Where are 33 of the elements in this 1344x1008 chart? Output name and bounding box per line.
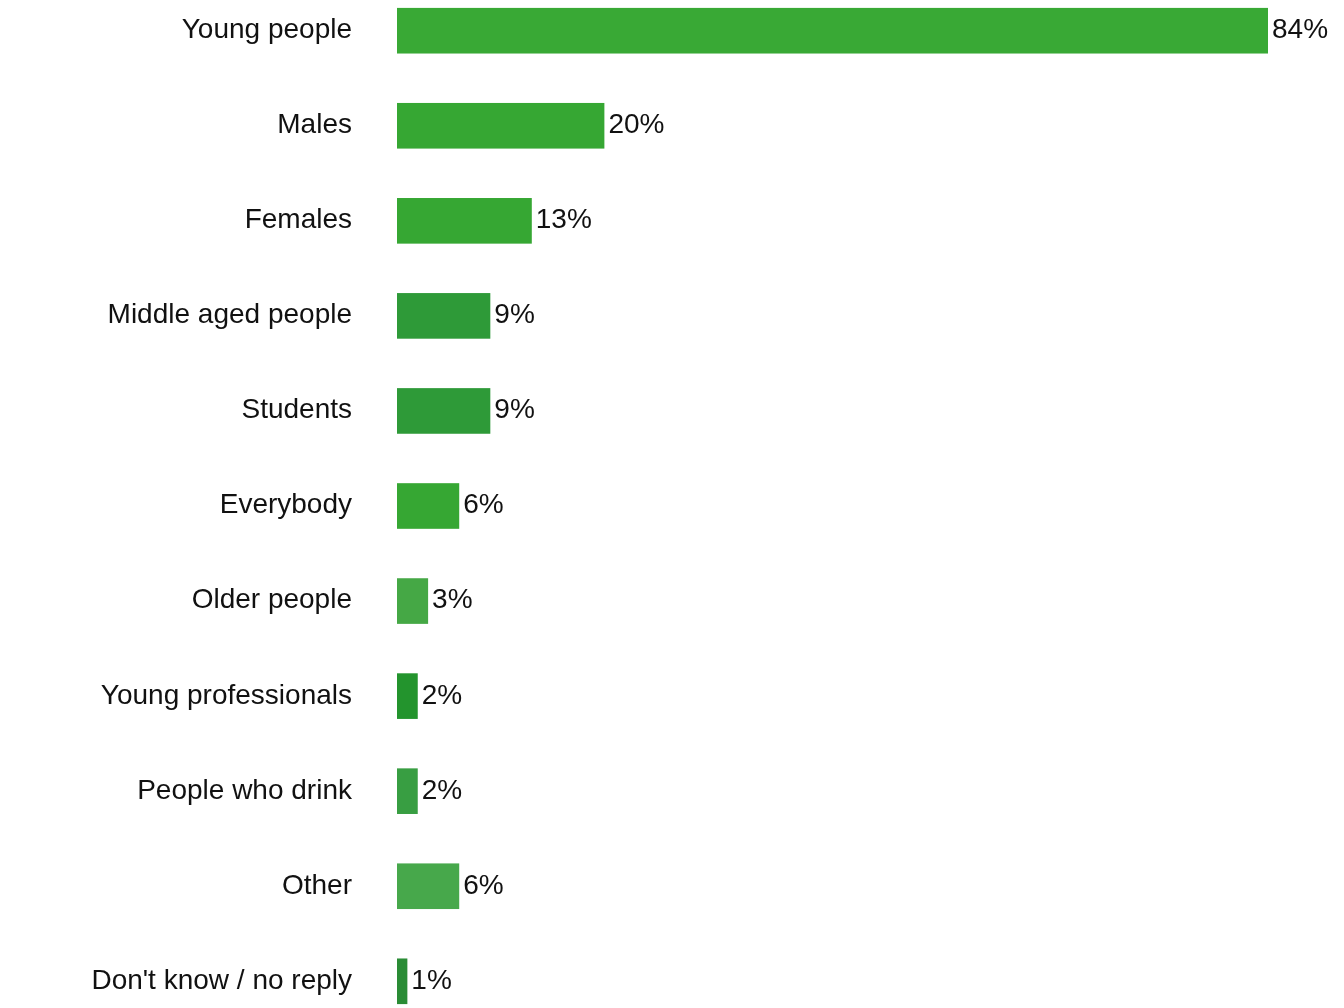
data-label: 9% xyxy=(494,298,535,330)
bar xyxy=(397,673,418,719)
bar xyxy=(397,7,1268,54)
y-tick-label: Young people xyxy=(181,13,352,45)
data-label: 3% xyxy=(432,583,473,615)
y-tick-label: Males xyxy=(277,108,352,140)
data-label: 9% xyxy=(494,393,535,425)
bar xyxy=(397,198,532,244)
bar xyxy=(397,768,418,814)
data-label: 2% xyxy=(421,678,463,710)
bar xyxy=(397,578,429,624)
data-label: 6% xyxy=(463,488,504,520)
y-tick-label: Middle aged people xyxy=(107,298,352,330)
y-tick-label: Don't know / no reply xyxy=(91,963,352,995)
bar xyxy=(397,863,460,910)
data-label: 13% xyxy=(535,203,592,235)
data-label: 84% xyxy=(1272,13,1329,45)
data-label: 20% xyxy=(608,108,665,140)
data-label: 1% xyxy=(411,963,452,995)
y-tick-label: Young professionals xyxy=(100,678,352,710)
bar xyxy=(397,388,491,434)
y-tick-label: Females xyxy=(244,203,352,235)
bar xyxy=(397,958,408,1005)
bar xyxy=(397,293,491,339)
y-tick-label: Students xyxy=(241,393,352,425)
y-tick-label: Older people xyxy=(191,583,352,615)
y-tick-label: People who drink xyxy=(137,773,353,805)
bar xyxy=(397,483,460,529)
data-label: 6% xyxy=(463,868,504,900)
bar xyxy=(397,102,605,149)
y-tick-label: Everybody xyxy=(219,488,352,520)
y-tick-label: Other xyxy=(281,868,352,900)
data-label: 2% xyxy=(421,773,463,805)
